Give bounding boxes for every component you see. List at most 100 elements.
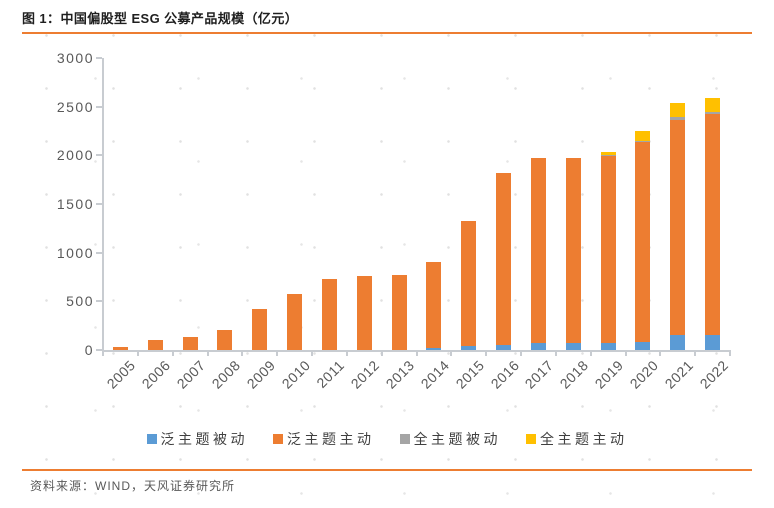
x-tick xyxy=(485,350,488,356)
bar-segment xyxy=(600,342,616,350)
y-tick xyxy=(96,154,102,157)
x-axis-label: 2005 xyxy=(103,357,139,392)
bar-segment xyxy=(461,221,477,346)
bar-segment xyxy=(670,119,686,335)
bar-segment xyxy=(670,103,686,118)
figure-title: 图 1：中国偏股型 ESG 公募产品规模（亿元） xyxy=(22,11,299,26)
bar-segment xyxy=(565,342,581,350)
legend-item-3: 全主题被动 xyxy=(399,429,502,449)
legend-swatch-icon xyxy=(399,434,410,444)
bar-segment xyxy=(496,344,512,350)
source-note: 资料来源：WIND，天风证券研究所 xyxy=(30,479,235,493)
y-tick xyxy=(96,251,102,254)
bar-segment xyxy=(461,345,477,350)
x-axis-label: 2008 xyxy=(208,357,244,392)
y-tick-label: 2000 xyxy=(56,147,94,164)
y-tick xyxy=(96,105,102,108)
y-tick xyxy=(96,57,102,59)
x-tick xyxy=(554,350,557,356)
x-tick xyxy=(520,350,522,356)
x-tick xyxy=(206,350,209,356)
chart-legend: 泛主题被动 泛主题主动 全主题被动 全主题主动 xyxy=(0,429,774,449)
legend-swatch-icon xyxy=(526,434,536,444)
x-tick xyxy=(345,350,348,356)
bar-segment xyxy=(635,142,651,342)
y-axis-line xyxy=(102,58,104,350)
x-tick xyxy=(659,350,662,356)
bar-segment xyxy=(530,158,546,343)
legend-label: 全主题主动 xyxy=(540,431,628,447)
footer-rule xyxy=(22,469,752,471)
bar-segment xyxy=(426,262,442,349)
x-tick xyxy=(102,350,104,356)
x-axis-label: 2013 xyxy=(382,357,418,392)
x-tick xyxy=(415,350,418,356)
bar-segment xyxy=(705,111,721,114)
x-axis-label: 2020 xyxy=(626,357,662,392)
x-axis-label: 2015 xyxy=(452,357,488,392)
y-tick-label: 1500 xyxy=(56,196,94,212)
bar-segment xyxy=(147,340,163,350)
y-tick xyxy=(96,203,102,205)
y-tick xyxy=(96,349,102,351)
bar-segment xyxy=(217,330,233,350)
bar-segment xyxy=(565,157,581,343)
bar-segment xyxy=(287,293,303,350)
x-axis-label: 2011 xyxy=(313,357,348,392)
bar-segment xyxy=(705,98,721,112)
x-axis-label: 2016 xyxy=(487,357,522,392)
bar-segment xyxy=(600,151,616,155)
y-tick-label: 1000 xyxy=(56,244,94,261)
bar-segment xyxy=(600,155,616,343)
x-axis-label: 2021 xyxy=(661,357,697,392)
bar-segment xyxy=(356,276,372,350)
x-tick xyxy=(276,350,279,356)
x-axis-label: 2006 xyxy=(138,357,174,392)
x-tick xyxy=(171,350,174,356)
x-axis-label: 2009 xyxy=(243,357,279,392)
x-axis-label: 2014 xyxy=(417,357,453,392)
x-tick xyxy=(729,350,731,356)
legend-swatch-icon xyxy=(273,434,283,444)
x-tick xyxy=(311,350,313,356)
bar-segment xyxy=(391,275,407,350)
bar-segment xyxy=(112,346,128,350)
bar-segment xyxy=(705,113,721,335)
x-axis-label: 2007 xyxy=(173,357,209,392)
bar-segment xyxy=(670,334,686,350)
x-axis-label: 2012 xyxy=(347,357,383,392)
legend-item-4: 全主题主动 xyxy=(526,429,628,449)
legend-label: 全主题被动 xyxy=(413,431,501,447)
x-tick xyxy=(694,350,697,356)
legend-item-2: 泛主题主动 xyxy=(273,429,375,449)
x-tick xyxy=(589,350,592,356)
y-tick xyxy=(96,300,102,303)
x-axis-label: 2019 xyxy=(591,357,627,392)
x-axis-label: 2018 xyxy=(556,357,592,392)
y-tick-label: 500 xyxy=(66,293,94,310)
y-tick-label: 3000 xyxy=(56,50,94,66)
legend-label: 泛主题主动 xyxy=(287,431,375,447)
x-tick xyxy=(380,350,383,356)
title-rule xyxy=(22,32,752,34)
x-tick xyxy=(624,350,627,356)
bar-segment xyxy=(530,342,546,350)
bar-segment xyxy=(705,334,721,350)
bar-segment xyxy=(182,337,198,350)
bar-segment xyxy=(252,308,268,350)
legend-label: 泛主题被动 xyxy=(160,431,248,447)
bar-segment xyxy=(321,278,337,350)
legend-swatch-icon xyxy=(146,434,157,444)
x-axis-label: 2017 xyxy=(521,357,557,392)
x-tick xyxy=(241,350,244,356)
y-tick-label: 2500 xyxy=(56,98,94,115)
legend-item-1: 泛主题被动 xyxy=(146,429,249,449)
x-axis-label: 2022 xyxy=(696,357,731,392)
y-tick-label: 0 xyxy=(84,342,94,358)
x-tick xyxy=(136,350,139,356)
bar-segment xyxy=(670,117,686,120)
bar-segment xyxy=(426,348,442,350)
x-axis-label: 2010 xyxy=(278,357,313,392)
bar-segment xyxy=(635,130,651,142)
